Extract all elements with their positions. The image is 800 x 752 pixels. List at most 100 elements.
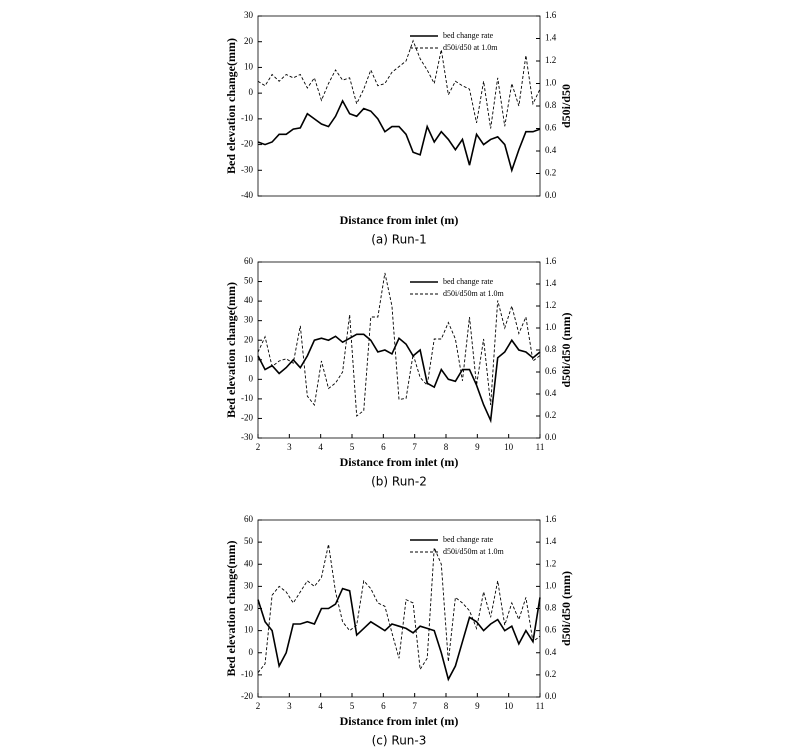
x-tick-label: 9 (475, 442, 480, 452)
y-tick-label: 0 (249, 87, 254, 97)
y-tick-label: 10 (244, 61, 254, 71)
y2-tick-label: 0.4 (545, 647, 557, 657)
x-axis-label: Distance from inlet (m) (340, 455, 459, 469)
y-tick-label: -20 (241, 139, 253, 149)
y-axis-label: Bed elevation change(mm) (224, 38, 238, 174)
y2-tick-label: 0.8 (545, 603, 557, 613)
y2-axis-label: d50i/d50 (559, 84, 573, 128)
y2-tick-label: 0.4 (545, 145, 557, 155)
legend-label: d50i/d50m at 1.0m (443, 289, 504, 298)
caption: (b) Run-2 (371, 475, 427, 489)
y-tick-label: 20 (244, 603, 254, 613)
legend-label: d50i/d50 at 1.0m (443, 43, 498, 52)
x-tick-label: 7 (412, 442, 417, 452)
y2-tick-label: 1.6 (545, 10, 557, 20)
y2-tick-label: 1.2 (545, 300, 556, 310)
y-tick-label: 30 (244, 315, 254, 325)
y2-tick-label: 0.2 (545, 669, 556, 679)
legend-label: d50i/d50m at 1.0m (443, 547, 504, 556)
y-tick-label: 20 (244, 334, 254, 344)
y-tick-label: 50 (244, 276, 254, 286)
x-tick-label: 11 (536, 701, 545, 711)
data-line (257, 99, 541, 174)
data-line (257, 39, 541, 129)
y2-tick-label: 0.6 (545, 366, 557, 376)
plot-frame (257, 15, 541, 197)
legend-label: bed change rate (443, 535, 494, 544)
y2-tick-label: 1.2 (545, 55, 556, 65)
y-tick-label: -10 (241, 669, 253, 679)
caption: (c) Run-3 (372, 734, 427, 748)
y2-tick-label: 0.2 (545, 410, 556, 420)
x-tick-label: 3 (287, 442, 292, 452)
y2-tick-label: 1.0 (545, 78, 557, 88)
y-tick-label: -40 (241, 190, 253, 200)
y-tick-label: 10 (244, 354, 254, 364)
data-line (257, 544, 541, 673)
y2-tick-label: 1.4 (545, 536, 557, 546)
y2-tick-label: 1.0 (545, 322, 557, 332)
x-tick-label: 2 (256, 701, 261, 711)
y-tick-label: -20 (241, 691, 253, 701)
y2-tick-label: 0.0 (545, 190, 557, 200)
caption: (a) Run-1 (371, 233, 427, 247)
y2-tick-label: 0.8 (545, 100, 557, 110)
y-tick-label: 0 (249, 647, 254, 657)
y-tick-label: 40 (244, 558, 254, 568)
y-tick-label: 30 (244, 10, 254, 20)
y-tick-label: -30 (241, 164, 253, 174)
data-line (257, 587, 541, 682)
y-tick-label: 40 (244, 295, 254, 305)
y-tick-label: -30 (241, 432, 253, 442)
y2-tick-label: 0.8 (545, 344, 557, 354)
y2-tick-label: 1.2 (545, 558, 556, 568)
x-tick-label: 10 (504, 442, 514, 452)
x-tick-label: 7 (412, 701, 417, 711)
y-tick-label: 20 (244, 36, 254, 46)
y-tick-label: 60 (244, 514, 254, 524)
y2-tick-label: 1.6 (545, 514, 557, 524)
y-axis-label: Bed elevation change(mm) (224, 282, 238, 418)
x-tick-label: 3 (287, 701, 292, 711)
y2-tick-label: 1.6 (545, 256, 557, 266)
y2-tick-label: 1.4 (545, 278, 557, 288)
x-tick-label: 2 (256, 442, 261, 452)
data-line (257, 333, 541, 424)
x-tick-label: 5 (350, 442, 355, 452)
x-tick-label: 6 (381, 442, 386, 452)
y2-tick-label: 0.0 (545, 432, 557, 442)
legend-label: bed change rate (443, 277, 494, 286)
y-tick-label: -10 (241, 393, 253, 403)
data-line (257, 272, 541, 417)
x-tick-label: 8 (444, 442, 449, 452)
y2-axis-label: d50i/d50 (mm) (559, 571, 573, 646)
x-tick-label: 8 (444, 701, 449, 711)
x-tick-label: 11 (536, 442, 545, 452)
x-axis-label: Distance from inlet (m) (340, 213, 459, 227)
y2-tick-label: 0.2 (545, 168, 556, 178)
y2-tick-label: 1.4 (545, 33, 557, 43)
y-tick-label: 50 (244, 536, 254, 546)
legend-label: bed change rate (443, 31, 494, 40)
x-tick-label: 5 (350, 701, 355, 711)
x-axis-label: Distance from inlet (m) (340, 714, 459, 728)
y2-tick-label: 0.0 (545, 691, 557, 701)
y-axis-label: Bed elevation change(mm) (224, 541, 238, 677)
y-tick-label: 30 (244, 580, 254, 590)
y-tick-label: -10 (241, 113, 253, 123)
y-tick-label: 10 (244, 625, 254, 635)
y2-tick-label: 0.4 (545, 388, 557, 398)
x-tick-label: 6 (381, 701, 386, 711)
y-tick-label: -20 (241, 413, 253, 423)
x-tick-label: 10 (504, 701, 514, 711)
x-tick-label: 4 (318, 442, 323, 452)
y-tick-label: 0 (249, 373, 254, 383)
y-tick-label: 60 (244, 256, 254, 266)
y2-tick-label: 0.6 (545, 123, 557, 133)
x-tick-label: 9 (475, 701, 480, 711)
y2-tick-label: 0.6 (545, 625, 557, 635)
x-tick-label: 4 (318, 701, 323, 711)
y2-tick-label: 1.0 (545, 580, 557, 590)
y2-axis-label: d50i/d50 (mm) (559, 312, 573, 387)
